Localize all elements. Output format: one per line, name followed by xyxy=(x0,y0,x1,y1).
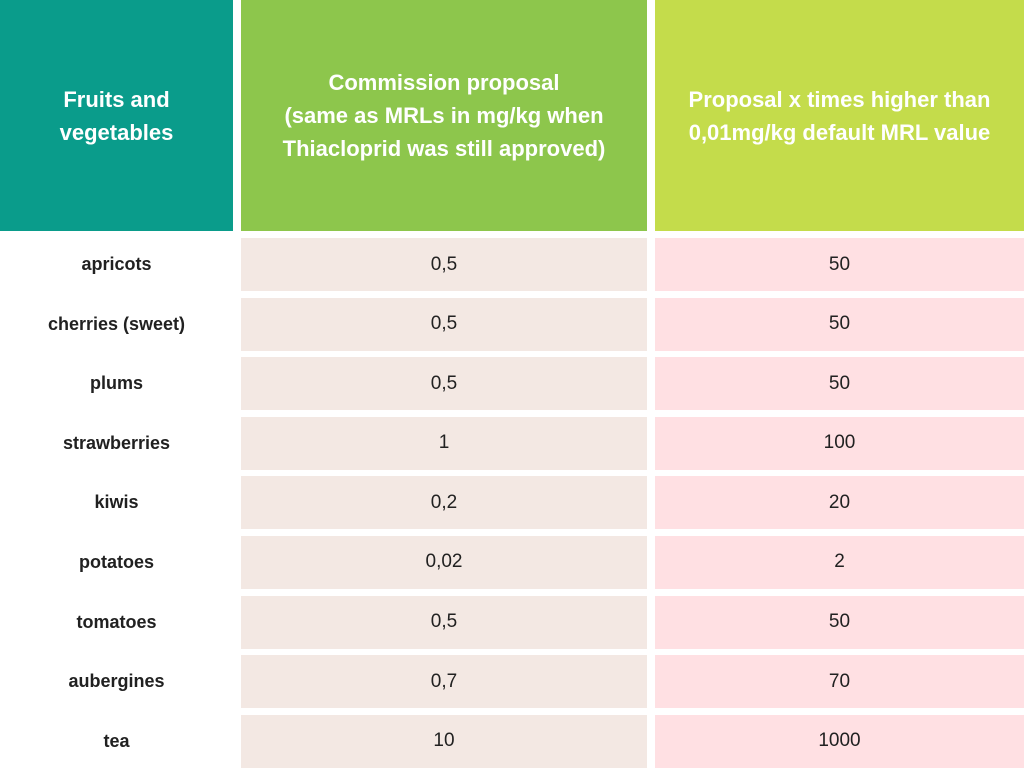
row-label: strawberries xyxy=(62,432,171,453)
row-label: plums xyxy=(89,373,143,394)
proposal-value-cell: 0,7 xyxy=(241,655,647,709)
table-header-row: Fruits and vegetables Commission proposa… xyxy=(0,0,1024,231)
table-body: apricots 0,5 50 cherries (sweet) 0,5 50 … xyxy=(0,238,1024,768)
proposal-value-cell: 0,5 xyxy=(241,238,647,291)
times-higher-value-cell: 1000 xyxy=(655,714,1024,768)
times-higher-value-cell: 50 xyxy=(655,357,1024,411)
column-header-commission-proposal: Commission proposal (same as MRLs in mg/… xyxy=(241,0,647,231)
column-header-fruits-vegetables: Fruits and vegetables xyxy=(0,0,233,231)
row-label: potatoes xyxy=(78,551,154,572)
times-higher-value-cell: 70 xyxy=(655,655,1024,709)
proposal-value-cell: 10 xyxy=(241,714,647,768)
proposal-value-cell: 0,02 xyxy=(241,535,647,589)
proposal-value-cell: 0,5 xyxy=(241,357,647,411)
proposal-value-cell: 0,5 xyxy=(241,297,647,351)
row-label: cherries (sweet) xyxy=(47,313,186,334)
times-higher-value-cell: 50 xyxy=(655,297,1024,351)
times-higher-value-cell: 50 xyxy=(655,238,1024,291)
row-label: tomatoes xyxy=(76,611,157,632)
row-label: aubergines xyxy=(68,671,165,692)
times-higher-value-cell: 100 xyxy=(655,416,1024,470)
proposal-value-cell: 0,5 xyxy=(241,595,647,649)
row-label: tea xyxy=(103,730,130,751)
row-label: kiwis xyxy=(94,492,139,513)
proposal-value-cell: 1 xyxy=(241,416,647,470)
proposal-value-cell: 0,2 xyxy=(241,476,647,530)
times-higher-value-cell: 50 xyxy=(655,595,1024,649)
column-header-proposal-times-higher: Proposal x times higher than 0,01mg/kg d… xyxy=(655,0,1024,231)
times-higher-value-cell: 20 xyxy=(655,476,1024,530)
row-label: apricots xyxy=(81,254,152,274)
times-higher-value-cell: 2 xyxy=(655,535,1024,589)
